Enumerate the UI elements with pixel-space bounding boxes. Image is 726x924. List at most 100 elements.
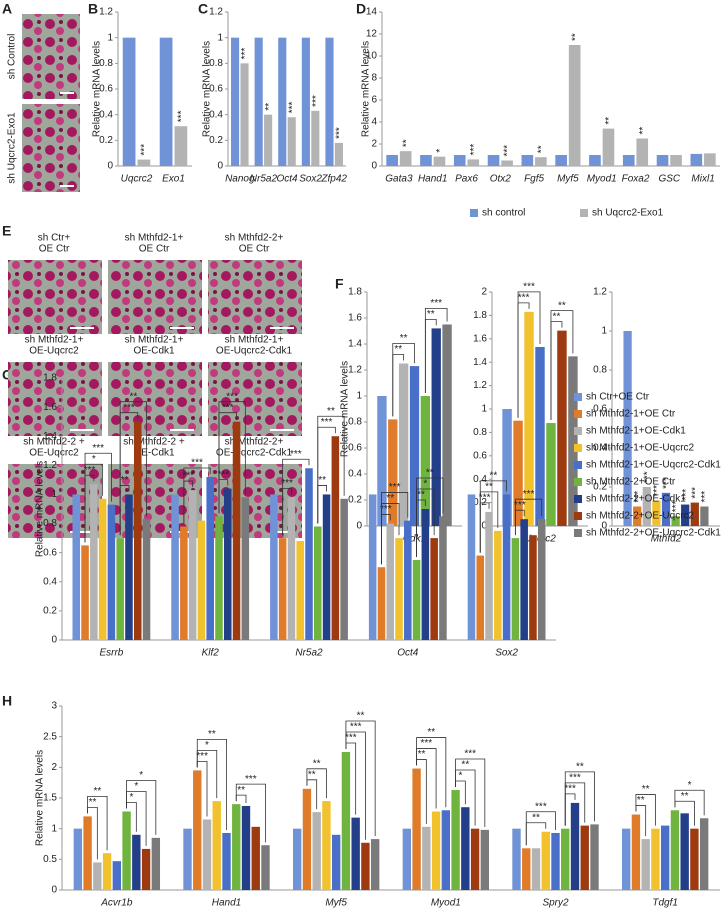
- significance: **: [637, 795, 645, 806]
- y-tick-label: 0.6: [473, 450, 487, 461]
- bar: [278, 37, 287, 166]
- y-tick-label: 0.4: [99, 109, 113, 120]
- x-tick-label: Nr5a2: [250, 174, 278, 185]
- bar: [656, 155, 669, 166]
- legend-swatch: [574, 461, 582, 469]
- image-label: sh Mthfd2-1+: [225, 335, 284, 346]
- bar: [331, 834, 341, 890]
- bar: [112, 861, 122, 890]
- significance: *: [139, 770, 143, 781]
- legend-swatch: [574, 444, 582, 452]
- x-tick-label: Spry2: [542, 898, 569, 909]
- significance: **: [308, 769, 316, 780]
- bar: [183, 828, 192, 890]
- y-tick-label: 0.2: [99, 135, 113, 146]
- y-tick-label: 0: [356, 521, 362, 532]
- bar: [122, 37, 136, 166]
- significance: *: [423, 479, 427, 490]
- bracket: [282, 458, 310, 536]
- x-tick-label: Tdgf1: [652, 898, 678, 909]
- y-tick-label: 0.4: [43, 576, 57, 587]
- panel-label: E: [2, 223, 11, 239]
- bar: [590, 824, 599, 890]
- significance: **: [401, 139, 412, 147]
- significance: **: [93, 786, 101, 797]
- y-tick-label: 0.8: [348, 417, 362, 428]
- image-label: OE-Uqcrc2: [29, 448, 79, 459]
- legend-swatch: [574, 427, 582, 435]
- significance: ***: [652, 485, 663, 497]
- significance: ***: [464, 749, 476, 760]
- bracket: [235, 794, 247, 803]
- bar: [264, 114, 273, 166]
- y-tick-label: 6: [371, 95, 377, 106]
- y-tick-label: 2: [481, 287, 487, 298]
- bar: [551, 832, 560, 890]
- bar: [671, 516, 680, 526]
- x-tick-label: Otx2: [490, 174, 512, 185]
- bar: [621, 828, 631, 890]
- significance: **: [485, 482, 493, 493]
- significance: ***: [290, 449, 302, 460]
- x-tick-label: Sox2: [495, 648, 518, 659]
- bracket: [416, 477, 444, 557]
- bar: [133, 421, 142, 640]
- bar: [322, 494, 331, 640]
- legend-label: sh Ctr+OE Ctr: [586, 392, 650, 403]
- bar: [73, 828, 83, 890]
- y-tick-label: 0: [371, 161, 377, 172]
- significance: **: [313, 758, 321, 769]
- bracket: [517, 291, 541, 418]
- bar: [206, 476, 214, 640]
- significance: ***: [380, 504, 392, 515]
- bar: [670, 155, 682, 166]
- bar: [602, 128, 615, 166]
- bar: [399, 151, 412, 166]
- bar: [467, 159, 480, 166]
- legend-swatch: [574, 495, 582, 503]
- bar: [409, 366, 420, 526]
- significance: **: [537, 145, 548, 153]
- micrograph: [8, 464, 102, 538]
- bracket: [126, 780, 157, 835]
- y-tick-label: 0.6: [209, 84, 223, 95]
- image-label: OE Ctr: [239, 244, 270, 255]
- y-tick-label: 0.6: [99, 84, 113, 95]
- image-label: OE-Cdk1: [133, 448, 175, 459]
- bar: [302, 788, 312, 890]
- legend-label: sh Mthfd2-2+OE Ctr: [586, 477, 676, 488]
- y-tick-label: 0: [51, 635, 57, 646]
- image-label: sh Mthfd2-2 +: [23, 437, 85, 448]
- legend-label: sh Mthfd2-1+OE-Uqcrc2: [586, 443, 695, 454]
- significance: *: [130, 792, 134, 803]
- bar: [231, 37, 240, 166]
- significance: **: [417, 490, 425, 501]
- significance: ***: [633, 491, 644, 503]
- significance: **: [642, 784, 650, 795]
- y-tick-label: 0.2: [209, 135, 223, 146]
- bar: [301, 37, 310, 166]
- bar: [151, 837, 161, 890]
- y-tick-label: 10: [366, 51, 378, 62]
- significance: ***: [177, 110, 188, 122]
- y-tick-label: 2.5: [43, 731, 57, 742]
- y-tick-label: 0.8: [43, 518, 57, 529]
- y-tick-label: 0.2: [43, 606, 57, 617]
- bar: [433, 156, 446, 166]
- bar: [222, 832, 231, 890]
- bar: [287, 117, 296, 166]
- significance: ***: [430, 298, 442, 309]
- significance: ***: [140, 144, 151, 156]
- legend-label: sh Uqcrc2-Exo1: [592, 208, 664, 219]
- bar: [102, 853, 112, 890]
- legend-swatch: [470, 209, 478, 217]
- significance: **: [318, 475, 326, 486]
- bar: [531, 848, 541, 890]
- x-tick-label: Oct4: [276, 174, 298, 185]
- bar: [467, 494, 476, 640]
- micrograph: [208, 362, 302, 436]
- bar: [341, 752, 351, 890]
- legend-swatch: [574, 512, 582, 520]
- significance: ***: [191, 458, 203, 469]
- y-tick-label: 12: [366, 29, 378, 40]
